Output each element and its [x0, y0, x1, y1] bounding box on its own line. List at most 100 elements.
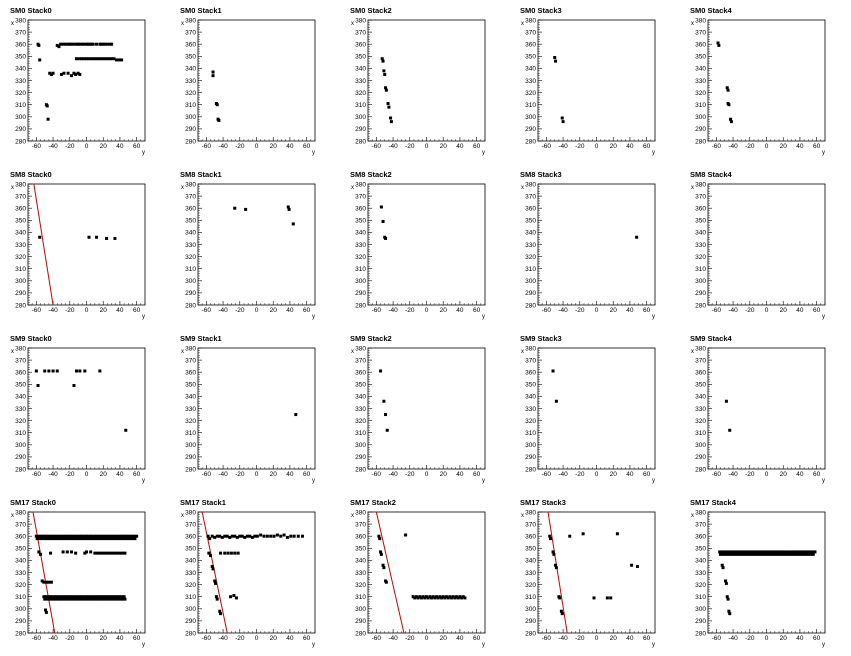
data-point: [240, 534, 244, 538]
x-tick-label: 20: [100, 143, 108, 150]
data-point: [72, 71, 76, 75]
data-point: [790, 550, 794, 554]
y-tick-label: 360: [695, 206, 706, 213]
plot-frame: [367, 183, 486, 306]
y-tick-label: 310: [185, 266, 196, 273]
panel: SM17 Stack1 280 290 300 310 320 330 340 350 360 37…: [180, 498, 316, 648]
data-point: [635, 235, 639, 239]
y-tick-label: 330: [695, 406, 706, 413]
x-tick-label: -20: [235, 635, 245, 642]
y-tick-label: 340: [15, 230, 26, 237]
y-tick-label: 320: [525, 582, 536, 589]
y-tick-label: 360: [185, 206, 196, 213]
data-point: [551, 369, 555, 373]
y-tick-label: 370: [355, 521, 366, 528]
data-point: [100, 57, 104, 61]
y-axis-label: x: [691, 349, 694, 355]
y-tick-label: 300: [695, 114, 706, 121]
data-point: [733, 550, 737, 554]
x-tick-label: 0: [425, 635, 429, 642]
data-point: [79, 595, 83, 599]
y-axis-label: x: [181, 349, 184, 355]
data-point: [741, 552, 745, 556]
y-tick-label: 350: [185, 382, 196, 389]
x-tick-label: -60: [712, 307, 722, 314]
data-point: [383, 72, 387, 76]
data-point: [218, 609, 222, 613]
data-point: [450, 596, 454, 600]
data-point: [810, 550, 814, 554]
panel-title: SM8 Stack0: [10, 170, 52, 179]
x-axis-label: y: [312, 642, 315, 648]
plot-area: [294, 413, 298, 417]
x-tick-label: -60: [32, 635, 42, 642]
y-tick-label: 320: [525, 418, 536, 425]
data-point: [61, 42, 65, 46]
data-point: [758, 550, 762, 554]
panel: SM17 Stack4 280 290 300 310 320 330 340 350 360 37…: [690, 498, 826, 648]
plot-area: [380, 57, 393, 124]
x-tick-label: 40: [796, 143, 804, 150]
data-point: [269, 534, 273, 538]
panel: SM17 Stack0 280 290 300 310 320 330 340 350 360 37…: [10, 498, 146, 648]
x-tick-label: -20: [745, 143, 755, 150]
y-tick-label: 310: [695, 594, 706, 601]
data-point: [753, 550, 757, 554]
data-point: [285, 535, 289, 539]
data-point: [734, 552, 738, 556]
data-point: [379, 205, 383, 209]
data-point: [754, 552, 758, 556]
data-point: [120, 551, 124, 555]
y-tick-label: 280: [185, 630, 196, 637]
data-point: [105, 42, 109, 46]
data-point: [718, 550, 722, 554]
data-point: [730, 550, 734, 554]
data-point: [118, 597, 122, 601]
data-point: [236, 551, 240, 555]
y-tick-label: 340: [355, 66, 366, 73]
y-tick-label: 320: [15, 582, 26, 589]
data-point: [379, 552, 383, 556]
y-tick-label: 330: [185, 78, 196, 85]
data-point: [43, 369, 47, 373]
data-point: [609, 596, 613, 600]
y-tick-label: 380: [695, 17, 706, 24]
x-tick-label: 60: [643, 143, 651, 150]
data-point: [220, 535, 224, 539]
data-point: [37, 534, 41, 538]
data-point: [581, 532, 585, 536]
x-tick-label: -20: [65, 635, 75, 642]
data-point: [100, 551, 104, 555]
data-point: [769, 552, 773, 556]
data-point: [381, 59, 385, 63]
y-axis-label: x: [521, 185, 524, 191]
y-tick-label: 350: [525, 382, 536, 389]
x-tick-label: -20: [405, 143, 415, 150]
data-point: [724, 552, 728, 556]
data-point: [95, 551, 99, 555]
y-tick-label: 310: [355, 594, 366, 601]
y-tick-label: 380: [185, 345, 196, 352]
track-fit-line: [33, 184, 54, 305]
data-point: [98, 551, 102, 555]
data-point: [57, 595, 61, 599]
x-tick-label: 60: [643, 471, 651, 478]
y-tick-label: 360: [355, 206, 366, 213]
data-point: [105, 534, 109, 538]
y-tick-label: 290: [185, 126, 196, 133]
data-point: [108, 597, 112, 601]
data-point: [115, 595, 119, 599]
data-point: [74, 72, 78, 76]
data-point: [805, 550, 809, 554]
data-point: [389, 116, 393, 120]
data-point: [211, 70, 215, 74]
y-tick-label: 370: [15, 193, 26, 200]
y-tick-label: 350: [355, 382, 366, 389]
data-point: [69, 595, 73, 599]
y-tick-label: 350: [355, 54, 366, 61]
data-point: [793, 550, 797, 554]
data-point: [70, 597, 74, 601]
data-point: [382, 69, 386, 73]
data-point: [725, 595, 729, 599]
x-tick-label: -40: [388, 635, 398, 642]
